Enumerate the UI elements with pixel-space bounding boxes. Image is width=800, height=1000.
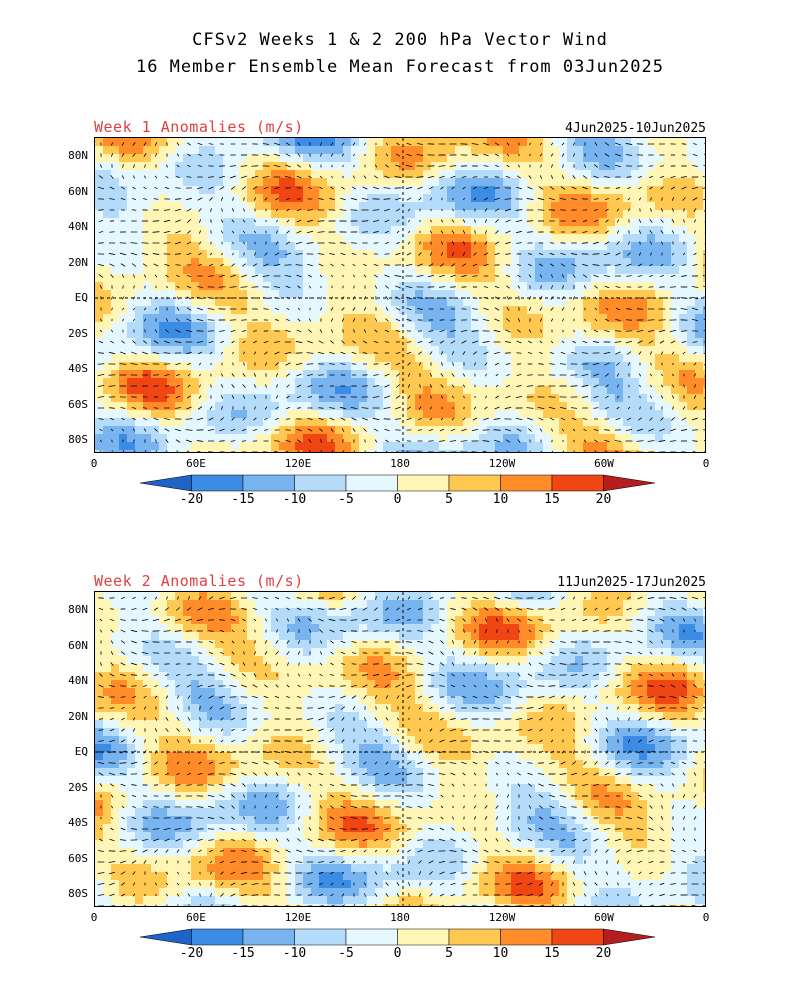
colorbar-label: -5 (338, 492, 354, 507)
colorbar-swatch (500, 474, 553, 492)
colorbar-label: 0 (393, 492, 402, 507)
colorbar-swatch (345, 928, 398, 946)
lat-tick-label: 20S (68, 326, 88, 340)
panel2-dates: 11Jun2025-17Jun2025 (557, 575, 706, 590)
wind-vectors (97, 596, 705, 906)
colorbar-label: -10 (282, 492, 307, 507)
lat-tick-label: 80N (68, 603, 88, 616)
colorbar-swatches (139, 928, 656, 946)
lat-tick-label: 20S (68, 780, 88, 794)
colorbar-swatch (603, 474, 656, 492)
colorbar-swatch (603, 928, 656, 946)
week1-anomaly-map (94, 137, 706, 453)
panel1-title: Week 1 Anomalies (m/s) (94, 118, 304, 136)
colorbar-swatch (345, 474, 398, 492)
colorbar-label: -15 (231, 492, 255, 507)
colorbar-label: 10 (492, 946, 509, 961)
chart-title-line2: 16 Member Ensemble Mean Forecast from 03… (135, 57, 665, 77)
panel1-colorbar: -20 -15 -10 -5 0 5 10 15 20 (139, 474, 660, 514)
colorbar-swatch (242, 928, 295, 946)
wind-vectors (97, 142, 705, 452)
colorbar-swatch (294, 474, 347, 492)
lon-tick-label: 0 (702, 911, 710, 924)
colorbar-label: 5 (445, 946, 453, 961)
panel1-dates: 4Jun2025-10Jun2025 (565, 121, 706, 136)
colorbar-swatch (191, 928, 244, 946)
lat-tick-label: 60N (68, 638, 88, 652)
lat-tick-label: 80N (68, 149, 88, 162)
lon-tick-label: 0 (90, 457, 98, 470)
chart-title-line1: CFSv2 Weeks 1 & 2 200 hPa Vector Wind (192, 30, 608, 50)
colorbar-swatch (139, 474, 192, 492)
colorbar-label: 15 (544, 492, 560, 507)
lon-tick-label: 120W (488, 457, 516, 470)
lon-tick-label: 60W (594, 911, 614, 924)
lat-tick-label: 40S (68, 816, 88, 829)
lon-tick-label: 60E (186, 457, 206, 470)
lat-tick-label: 60N (68, 184, 88, 198)
colorbar-swatch (448, 474, 501, 492)
anomaly-field (95, 138, 705, 452)
lon-tick-label: 120W (488, 911, 516, 924)
colorbar-label: 20 (595, 492, 612, 507)
colorbar-swatch (448, 928, 501, 946)
colorbar-label: 20 (595, 946, 612, 961)
colorbar-swatches (139, 474, 656, 492)
colorbar-swatch (242, 474, 295, 492)
lon-tick-label: 120E (284, 911, 312, 924)
lon-tick-label: 120E (284, 457, 312, 470)
lat-tick-label: 60S (68, 851, 88, 865)
panel2-title: Week 2 Anomalies (m/s) (94, 572, 304, 590)
lon-tick-label: 0 (702, 457, 710, 470)
colorbar-label: -10 (282, 946, 307, 961)
colorbar-label: -20 (179, 946, 204, 961)
lon-tick-label: 60W (594, 457, 614, 470)
colorbar-swatch (397, 474, 450, 492)
colorbar-swatch (551, 928, 604, 946)
colorbar-swatch (191, 474, 244, 492)
week2-anomaly-map (94, 591, 706, 907)
lat-tick-label: 20N (68, 709, 88, 723)
colorbar-label: -20 (179, 492, 204, 507)
colorbar-label: -15 (231, 946, 255, 961)
lat-tick-label: 20N (68, 255, 88, 269)
anomaly-field (95, 592, 705, 906)
colorbar-label: 10 (492, 492, 509, 507)
colorbar-label: 0 (393, 946, 402, 961)
lon-tick-label: 0 (90, 911, 98, 924)
colorbar-label: 15 (544, 946, 560, 961)
lat-tick-label: 40N (68, 220, 88, 233)
lat-tick-label: 60S (68, 397, 88, 411)
lon-tick-label: 180 (390, 457, 410, 470)
lon-tick-label: 180 (390, 911, 410, 924)
colorbar-swatch (139, 928, 192, 946)
panel2-colorbar: -20 -15 -10 -5 0 5 10 15 20 (139, 928, 660, 968)
lat-tick-label: 40S (68, 362, 88, 375)
lat-tick-label: 40N (68, 674, 88, 687)
colorbar-swatch (294, 928, 347, 946)
colorbar-label: -5 (338, 946, 354, 961)
lat-tick-label: EQ (74, 745, 88, 758)
lon-tick-label: 60E (186, 911, 206, 924)
colorbar-swatch (500, 928, 553, 946)
colorbar-swatch (397, 928, 450, 946)
colorbar-label: 5 (445, 492, 453, 507)
colorbar-swatch (551, 474, 604, 492)
lat-tick-label: 80S (68, 433, 88, 446)
lat-tick-label: 80S (68, 887, 88, 900)
lat-tick-label: EQ (74, 291, 88, 304)
